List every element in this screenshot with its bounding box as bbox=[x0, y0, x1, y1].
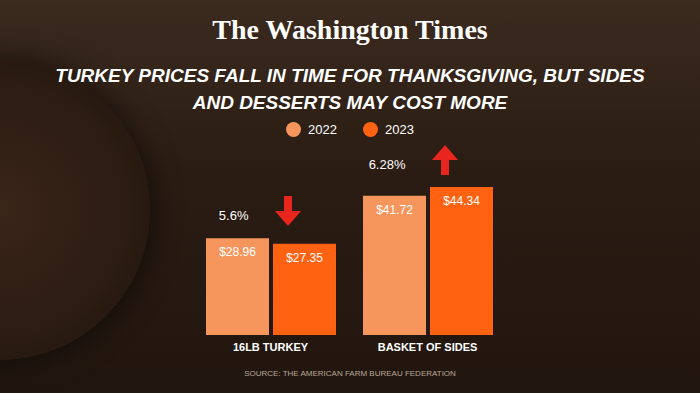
html-text:2022: 2022 bbox=[308, 122, 337, 137]
svg-text:$44.34: $44.34 bbox=[443, 194, 480, 208]
html-text:6.28%: 6.28% bbox=[368, 156, 406, 172]
svg-text:16LB TURKEY: 16LB TURKEY bbox=[233, 341, 309, 353]
svg-text:$27.35: $27.35 bbox=[286, 251, 323, 265]
html-text:TURKEY PRICES FALL IN TIME FOR: TURKEY PRICES FALL IN TIME FOR THANKSGIV… bbox=[55, 65, 645, 113]
html-text:SOURCE: THE AMERICAN FARM BURE: SOURCE: THE AMERICAN FARM BUREAU FEDERAT… bbox=[244, 369, 456, 378]
html-text:The Washington Times: The Washington Times bbox=[212, 14, 488, 45]
svg-text:BASKET OF SIDES: BASKET OF SIDES bbox=[378, 341, 478, 353]
svg-text:$28.96: $28.96 bbox=[219, 245, 256, 259]
html-text:5.6%: 5.6% bbox=[218, 208, 249, 224]
html-text:2023: 2023 bbox=[385, 122, 414, 137]
svg-text:$41.72: $41.72 bbox=[376, 203, 413, 217]
